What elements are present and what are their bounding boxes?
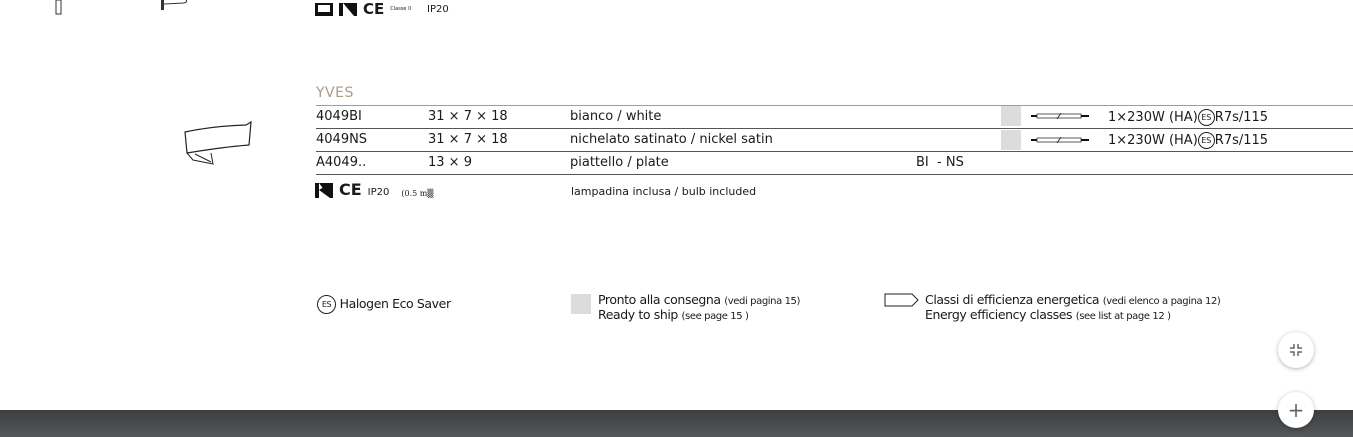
eco-saver-icon: ES (1197, 132, 1215, 149)
product-code: A4049.. (316, 155, 367, 170)
product-code: 4049BI (316, 109, 362, 124)
bottom-toolbar (0, 410, 1353, 437)
divider (316, 128, 1353, 129)
energy-class-arrow-icon (884, 293, 919, 307)
legend-eco-saver: ES Halogen Eco Saver (317, 295, 451, 314)
series-title: YVES (316, 85, 354, 101)
plus-icon: + (1287, 398, 1305, 422)
eco-saver-icon: ES (1197, 109, 1215, 126)
footer-certification-icons: CE IP20 (0.5 m▒ (315, 182, 434, 198)
wall-mount-icon (315, 183, 333, 198)
bulb-spec: 1×230W (HA) (1108, 110, 1198, 125)
dimensions: 31 × 7 × 18 (428, 109, 508, 124)
socket-spec: R7s/115 (1214, 110, 1269, 125)
bulb-included-note: lampadina inclusa / bulb included (571, 185, 757, 198)
product-code: 4049NS (316, 132, 368, 147)
divider (316, 105, 1353, 106)
ready-to-ship-square (1001, 130, 1021, 150)
lamp-drawing-partial (161, 0, 188, 10)
ready-to-ship-square (571, 294, 591, 314)
divider (316, 174, 1353, 175)
finish: piattello / plate (570, 155, 669, 170)
legend-energy-classes: Classi di efficienza energetica (vedi el… (925, 292, 1221, 322)
eco-saver-icon: ES (317, 295, 336, 314)
ce-mark-icon: CE (339, 180, 362, 199)
ready-to-ship-square (1001, 106, 1021, 126)
socket-spec: R7s/115 (1214, 133, 1269, 148)
ceiling-mount-icon (315, 2, 333, 16)
zoom-in-button[interactable]: + (1278, 392, 1314, 428)
dimensions: 31 × 7 × 18 (428, 132, 508, 147)
class-ii-icon: Classe II (390, 6, 412, 12)
ce-mark-icon: CE (363, 0, 385, 18)
distance-icon: (0.5 m▒ (401, 189, 434, 198)
ip-rating: IP20 (367, 187, 390, 198)
collapse-button[interactable] (1278, 332, 1314, 368)
linear-halogen-bulb-icon (1031, 112, 1089, 120)
linear-halogen-bulb-icon (1031, 136, 1089, 144)
finish: nichelato satinato / nickel satin (570, 132, 773, 147)
dimensions: 13 × 9 (428, 155, 472, 170)
lamp-drawing-partial (55, 0, 62, 15)
ip-rating: IP20 (427, 3, 449, 15)
yves-lamp-drawing (184, 120, 252, 165)
variants: BI - NS (916, 155, 964, 170)
bulb-spec: 1×230W (HA) (1108, 133, 1198, 148)
wall-mount-icon (339, 2, 357, 16)
legend-ready-to-ship: Pronto alla consegna (vedi pagina 15) Re… (598, 292, 801, 322)
top-certification-icons: CE Classe II IP20 (315, 0, 449, 18)
divider (316, 151, 1353, 152)
compress-icon (1290, 344, 1302, 356)
finish: bianco / white (570, 109, 662, 124)
